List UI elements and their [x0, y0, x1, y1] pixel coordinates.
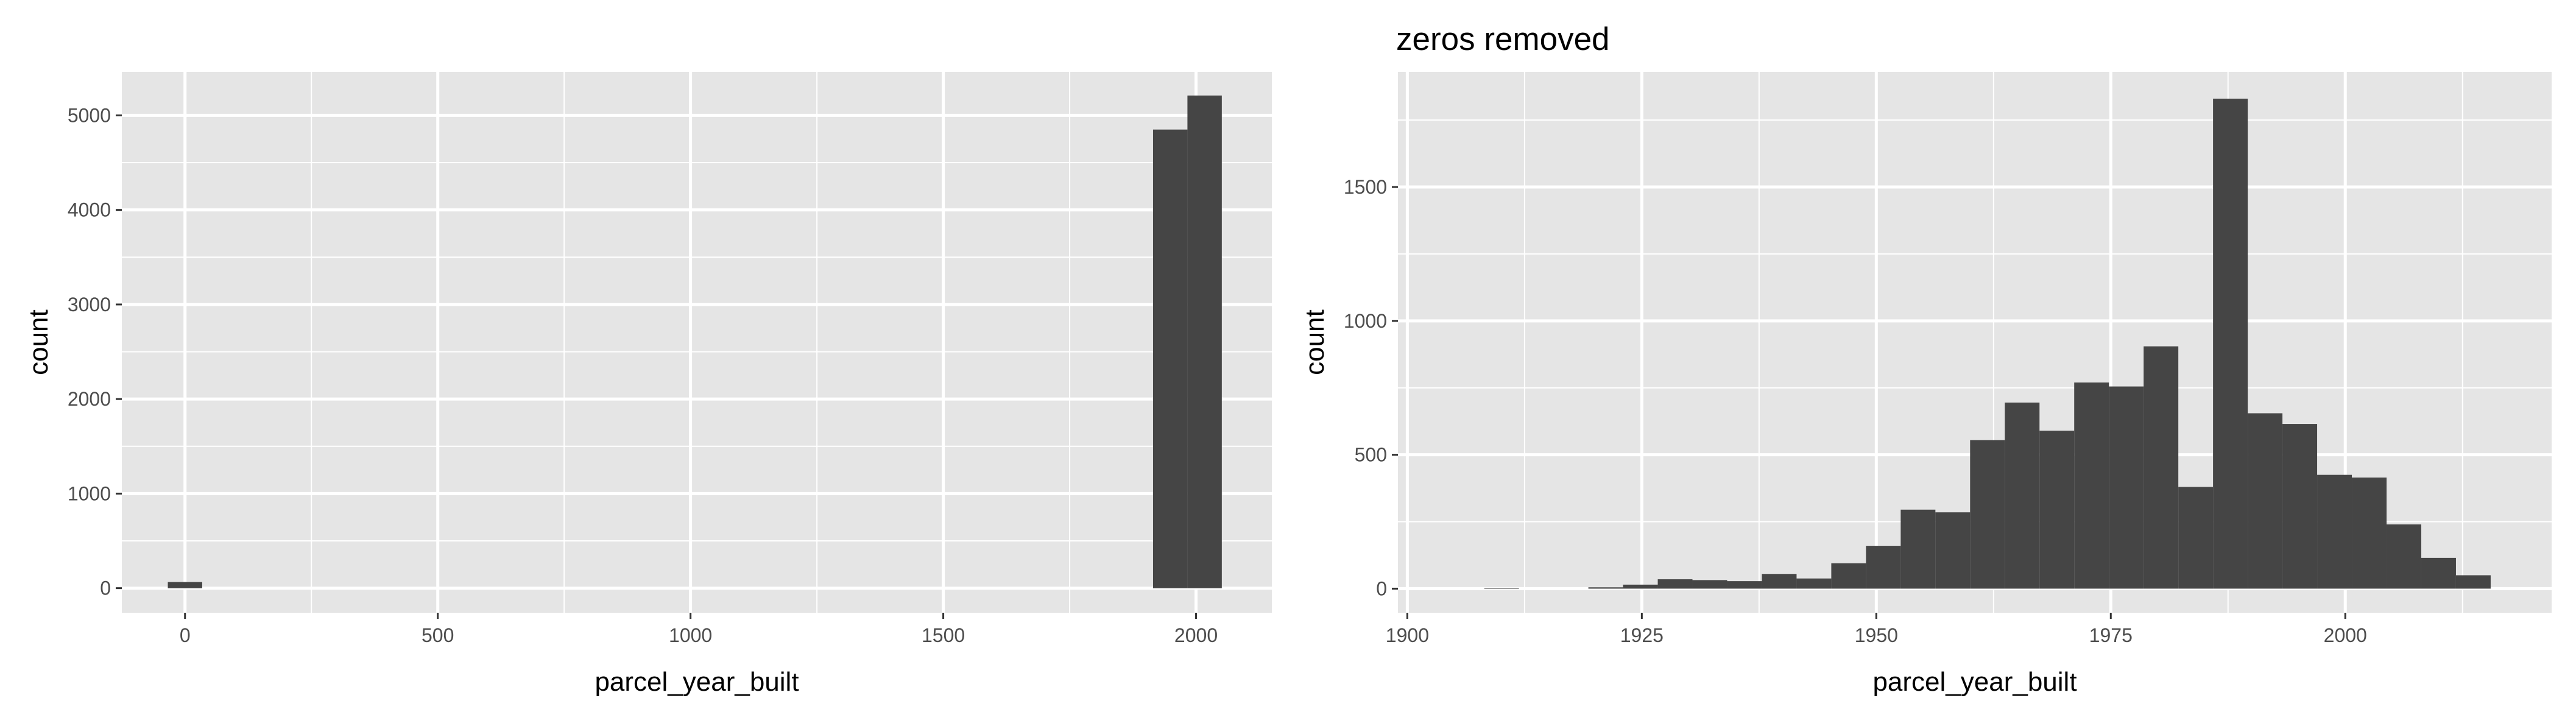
histogram-bar — [2144, 346, 2179, 589]
histogram-bar — [2005, 402, 2040, 589]
histogram-bar — [2109, 386, 2144, 589]
histogram-bar — [2352, 478, 2387, 589]
histogram-bar — [2317, 474, 2352, 589]
histogram-bar — [1623, 584, 1658, 589]
y-axis: 0 1000 2000 3000 4000 5000 — [68, 104, 122, 599]
y-tick-label: 0 — [1376, 577, 1387, 599]
y-tick-label: 5000 — [68, 104, 111, 126]
y-tick-label: 500 — [1355, 444, 1387, 466]
histogram-bar — [2213, 98, 2248, 589]
histogram-bar — [1187, 95, 1222, 588]
x-tick-label: 1900 — [1386, 624, 1429, 646]
histogram-bar — [2178, 487, 2214, 589]
histogram-bar — [1831, 563, 1866, 589]
chart-title: zeros removed — [1396, 21, 1610, 57]
histogram-bar — [1900, 509, 1936, 589]
y-tick-label: 2000 — [68, 388, 111, 410]
histogram-bar — [2282, 424, 2318, 589]
y-tick-label: 0 — [100, 577, 111, 599]
histogram-bar — [2455, 575, 2491, 589]
y-axis-title: count — [1300, 309, 1330, 375]
x-tick-label: 1950 — [1855, 624, 1898, 646]
y-tick-label: 3000 — [68, 294, 111, 316]
histogram-bar — [1657, 579, 1693, 589]
x-tick-label: 1925 — [1620, 624, 1664, 646]
histogram-bar — [1588, 587, 1623, 589]
x-tick-label: 1500 — [922, 624, 965, 646]
panel-background — [122, 72, 1272, 613]
x-tick-label: 2000 — [1174, 624, 1218, 646]
histogram-bar — [2386, 524, 2421, 589]
x-axis-title: parcel_year_built — [595, 667, 799, 697]
y-tick-label: 4000 — [68, 199, 111, 221]
y-tick-label: 1000 — [1344, 310, 1387, 332]
grid-minor — [122, 72, 1272, 613]
histogram-bar — [1970, 440, 2005, 589]
histogram-bar — [1762, 574, 1797, 589]
histogram-bar — [2248, 413, 2283, 589]
bars — [168, 95, 1222, 588]
histogram-bar — [1152, 129, 1188, 588]
histogram-bar — [2074, 382, 2109, 589]
y-tick-label: 1500 — [1344, 176, 1387, 198]
x-tick-label: 0 — [180, 624, 191, 646]
x-tick-label: 2000 — [2324, 624, 2367, 646]
x-tick-label: 1975 — [2089, 624, 2133, 646]
histogram-bar — [2039, 431, 2075, 589]
histogram-bar — [168, 582, 202, 588]
histogram-bar — [1866, 546, 1901, 589]
x-axis: 1900 1925 1950 1975 2000 — [1386, 613, 2367, 646]
histogram-bar — [1692, 580, 1727, 589]
y-axis: 0 500 1000 1500 — [1344, 176, 1398, 599]
y-tick-label: 1000 — [68, 482, 111, 504]
grid-major — [1398, 72, 2552, 613]
histogram-bar — [1796, 578, 1832, 589]
x-axis-title: parcel_year_built — [1872, 667, 2077, 697]
histogram-bar — [1484, 588, 1519, 589]
histogram-bar — [1935, 512, 1971, 589]
bars — [1484, 98, 2491, 589]
x-axis: 0 500 1000 1500 2000 — [180, 613, 1218, 646]
y-axis-title: count — [24, 309, 54, 375]
histogram-bar — [2421, 557, 2456, 589]
panel-all-years: 0 1000 2000 3000 4000 5000 0 500 1000 1500 2000 p… — [24, 72, 1272, 697]
histogram-bar — [1727, 581, 1762, 589]
x-tick-label: 500 — [422, 624, 454, 646]
x-tick-label: 1000 — [669, 624, 712, 646]
